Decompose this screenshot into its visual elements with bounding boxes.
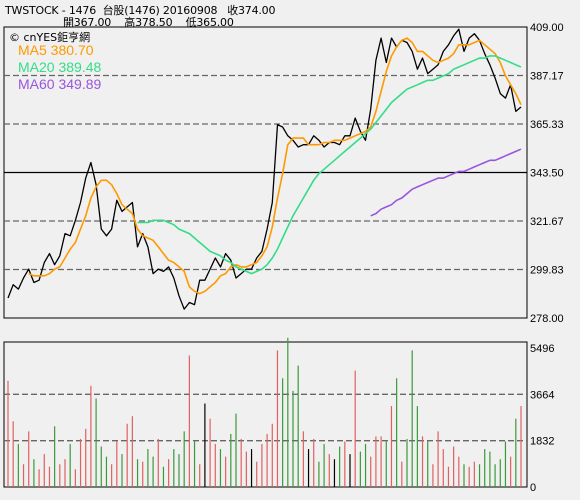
price-tick-label: 409.00 bbox=[530, 22, 564, 34]
ticker: TWSTOCK bbox=[5, 4, 59, 17]
source-label: © cnYES鉅亨網 bbox=[9, 31, 91, 44]
legend-ma20: MA20 389.48 bbox=[18, 59, 102, 75]
low-price: 低365.00 bbox=[185, 16, 234, 29]
volume-panel-frame bbox=[3, 341, 528, 488]
close-price: 收374.00 bbox=[227, 4, 276, 17]
stock-code: 1476 bbox=[68, 4, 97, 17]
series-line-ma60 bbox=[370, 148, 522, 217]
volume-tick-label: 1832 bbox=[530, 436, 554, 448]
high-price: 高378.50 bbox=[124, 16, 173, 29]
header-line-1: TWSTOCK - 1476 台股(1476) 20160908 收374.00 bbox=[5, 2, 275, 18]
volume-tick-label: 5496 bbox=[530, 343, 554, 355]
price-tick-label: 387.17 bbox=[530, 70, 564, 82]
series-line-ma20 bbox=[137, 55, 522, 275]
market-name: 台股(1476) bbox=[102, 4, 160, 17]
legend-ma60: MA60 349.89 bbox=[18, 76, 102, 92]
volume-tick-label: 0 bbox=[530, 482, 536, 494]
header-line-2: 開367.00 高378.50 低365.00 bbox=[63, 14, 234, 30]
price-tick-label: 365.33 bbox=[530, 119, 564, 131]
price-tick-label: 321.67 bbox=[530, 216, 564, 228]
price-tick-label: 299.83 bbox=[530, 265, 564, 277]
price-tick-label: 278.00 bbox=[530, 313, 564, 325]
series-line-ma5 bbox=[28, 37, 522, 295]
legend-ma5: MA5 380.70 bbox=[18, 42, 94, 58]
series-line-price bbox=[7, 28, 522, 310]
separator: - bbox=[61, 4, 66, 17]
quote-date: 20160908 bbox=[162, 4, 218, 17]
open-price: 開367.00 bbox=[63, 16, 112, 29]
price-tick-label: 343.50 bbox=[530, 168, 564, 180]
volume-tick-label: 3664 bbox=[530, 389, 554, 401]
source-watermark: © cnYES鉅亨網 bbox=[9, 29, 90, 45]
